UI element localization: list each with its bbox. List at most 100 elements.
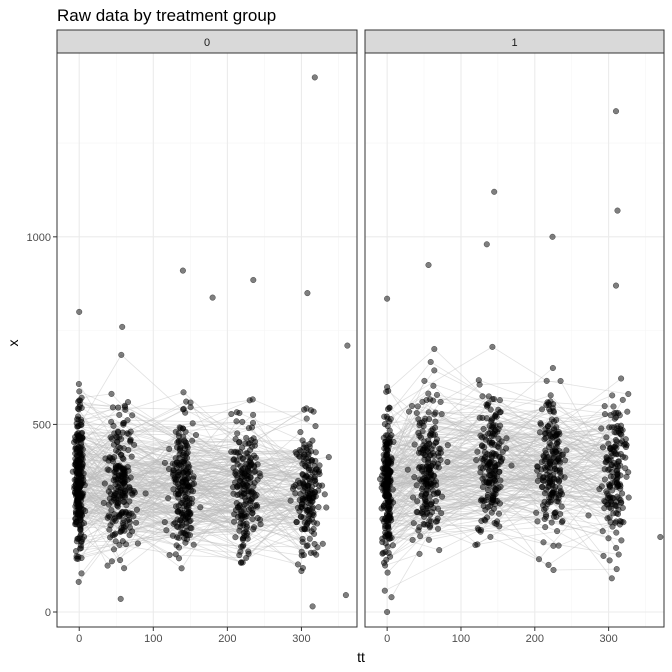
data-point: [438, 510, 445, 517]
subject-line: [388, 418, 546, 440]
subject-line: [78, 468, 254, 519]
data-point: [304, 290, 311, 297]
data-point: [601, 403, 608, 410]
subject-line: [386, 425, 552, 462]
data-point: [550, 426, 557, 433]
data-point: [540, 539, 547, 546]
data-point: [544, 464, 551, 471]
subject-line: [79, 467, 234, 514]
y-tick-label: 500: [33, 419, 51, 431]
data-point: [484, 494, 491, 501]
subject-line: [77, 485, 244, 539]
data-point: [625, 494, 632, 501]
data-point: [243, 488, 251, 495]
data-point: [237, 520, 244, 527]
data-point: [411, 474, 418, 481]
data-point: [172, 551, 179, 558]
data-point: [497, 477, 504, 484]
data-point: [79, 491, 86, 498]
data-point: [294, 561, 302, 568]
data-point: [498, 438, 505, 445]
data-point: [491, 188, 498, 195]
data-point: [192, 431, 200, 439]
data-point: [234, 430, 241, 437]
data-point: [613, 476, 620, 483]
data-point: [311, 549, 318, 556]
data-point: [125, 446, 132, 454]
data-point: [380, 451, 387, 458]
data-point: [182, 478, 189, 485]
data-point: [384, 543, 391, 550]
data-point: [414, 498, 421, 505]
subject-line: [78, 431, 253, 495]
data-point: [315, 487, 322, 494]
y-axis: 0 500 1000: [27, 232, 57, 619]
data-point: [122, 541, 130, 548]
data-point: [603, 434, 610, 441]
data-point: [384, 608, 391, 616]
subject-line: [386, 447, 544, 485]
subject-line: [78, 439, 241, 477]
subject-line: [388, 452, 616, 537]
data-point: [184, 464, 192, 471]
data-point: [112, 538, 119, 545]
data-point: [432, 409, 439, 416]
data-point: [175, 483, 182, 491]
data-point: [543, 513, 550, 520]
data-point: [419, 398, 426, 405]
subject-line: [80, 431, 250, 482]
data-point: [179, 267, 186, 274]
data-point: [237, 559, 245, 566]
data-point: [417, 533, 424, 540]
data-point: [175, 555, 183, 562]
data-point: [232, 436, 239, 443]
data-point: [613, 566, 620, 573]
subject-line: [388, 466, 556, 517]
data-point: [555, 451, 562, 458]
data-point: [609, 446, 616, 453]
data-point: [432, 424, 439, 431]
data-point: [608, 461, 615, 468]
data-point: [410, 520, 417, 527]
data-point: [104, 466, 111, 473]
x-tick-label: 0: [76, 633, 82, 645]
subject-line: [387, 495, 547, 527]
data-point: [120, 516, 127, 524]
data-point: [76, 308, 83, 315]
subject-line: [78, 487, 239, 509]
subject-line: [82, 502, 240, 540]
data-point: [550, 542, 557, 549]
data-point: [304, 508, 311, 515]
data-point: [388, 594, 395, 601]
subject-line: [388, 427, 557, 497]
data-point: [434, 518, 441, 525]
data-point: [303, 492, 310, 499]
data-point: [381, 413, 388, 420]
data-point: [602, 498, 609, 505]
data-point: [613, 529, 620, 536]
data-point: [387, 475, 394, 482]
subject-line: [390, 385, 549, 442]
data-point: [112, 495, 119, 502]
subject-line: [386, 418, 559, 481]
data-point: [430, 490, 437, 497]
data-point: [77, 542, 84, 549]
subject-line: [384, 435, 617, 492]
data-point: [612, 436, 619, 444]
data-point: [563, 447, 570, 454]
data-point: [540, 452, 547, 459]
data-point: [612, 451, 619, 458]
data-point: [438, 411, 445, 418]
subject-line: [80, 485, 304, 530]
data-point: [608, 575, 615, 582]
data-point: [344, 342, 351, 349]
subject-line: [387, 434, 616, 478]
data-point: [425, 536, 432, 543]
subject-line: [75, 407, 252, 466]
data-point: [557, 377, 564, 385]
subject-line: [388, 398, 620, 463]
data-point: [413, 509, 420, 516]
subject-line: [384, 448, 563, 466]
subject-line: [78, 399, 250, 410]
data-point: [180, 389, 187, 396]
